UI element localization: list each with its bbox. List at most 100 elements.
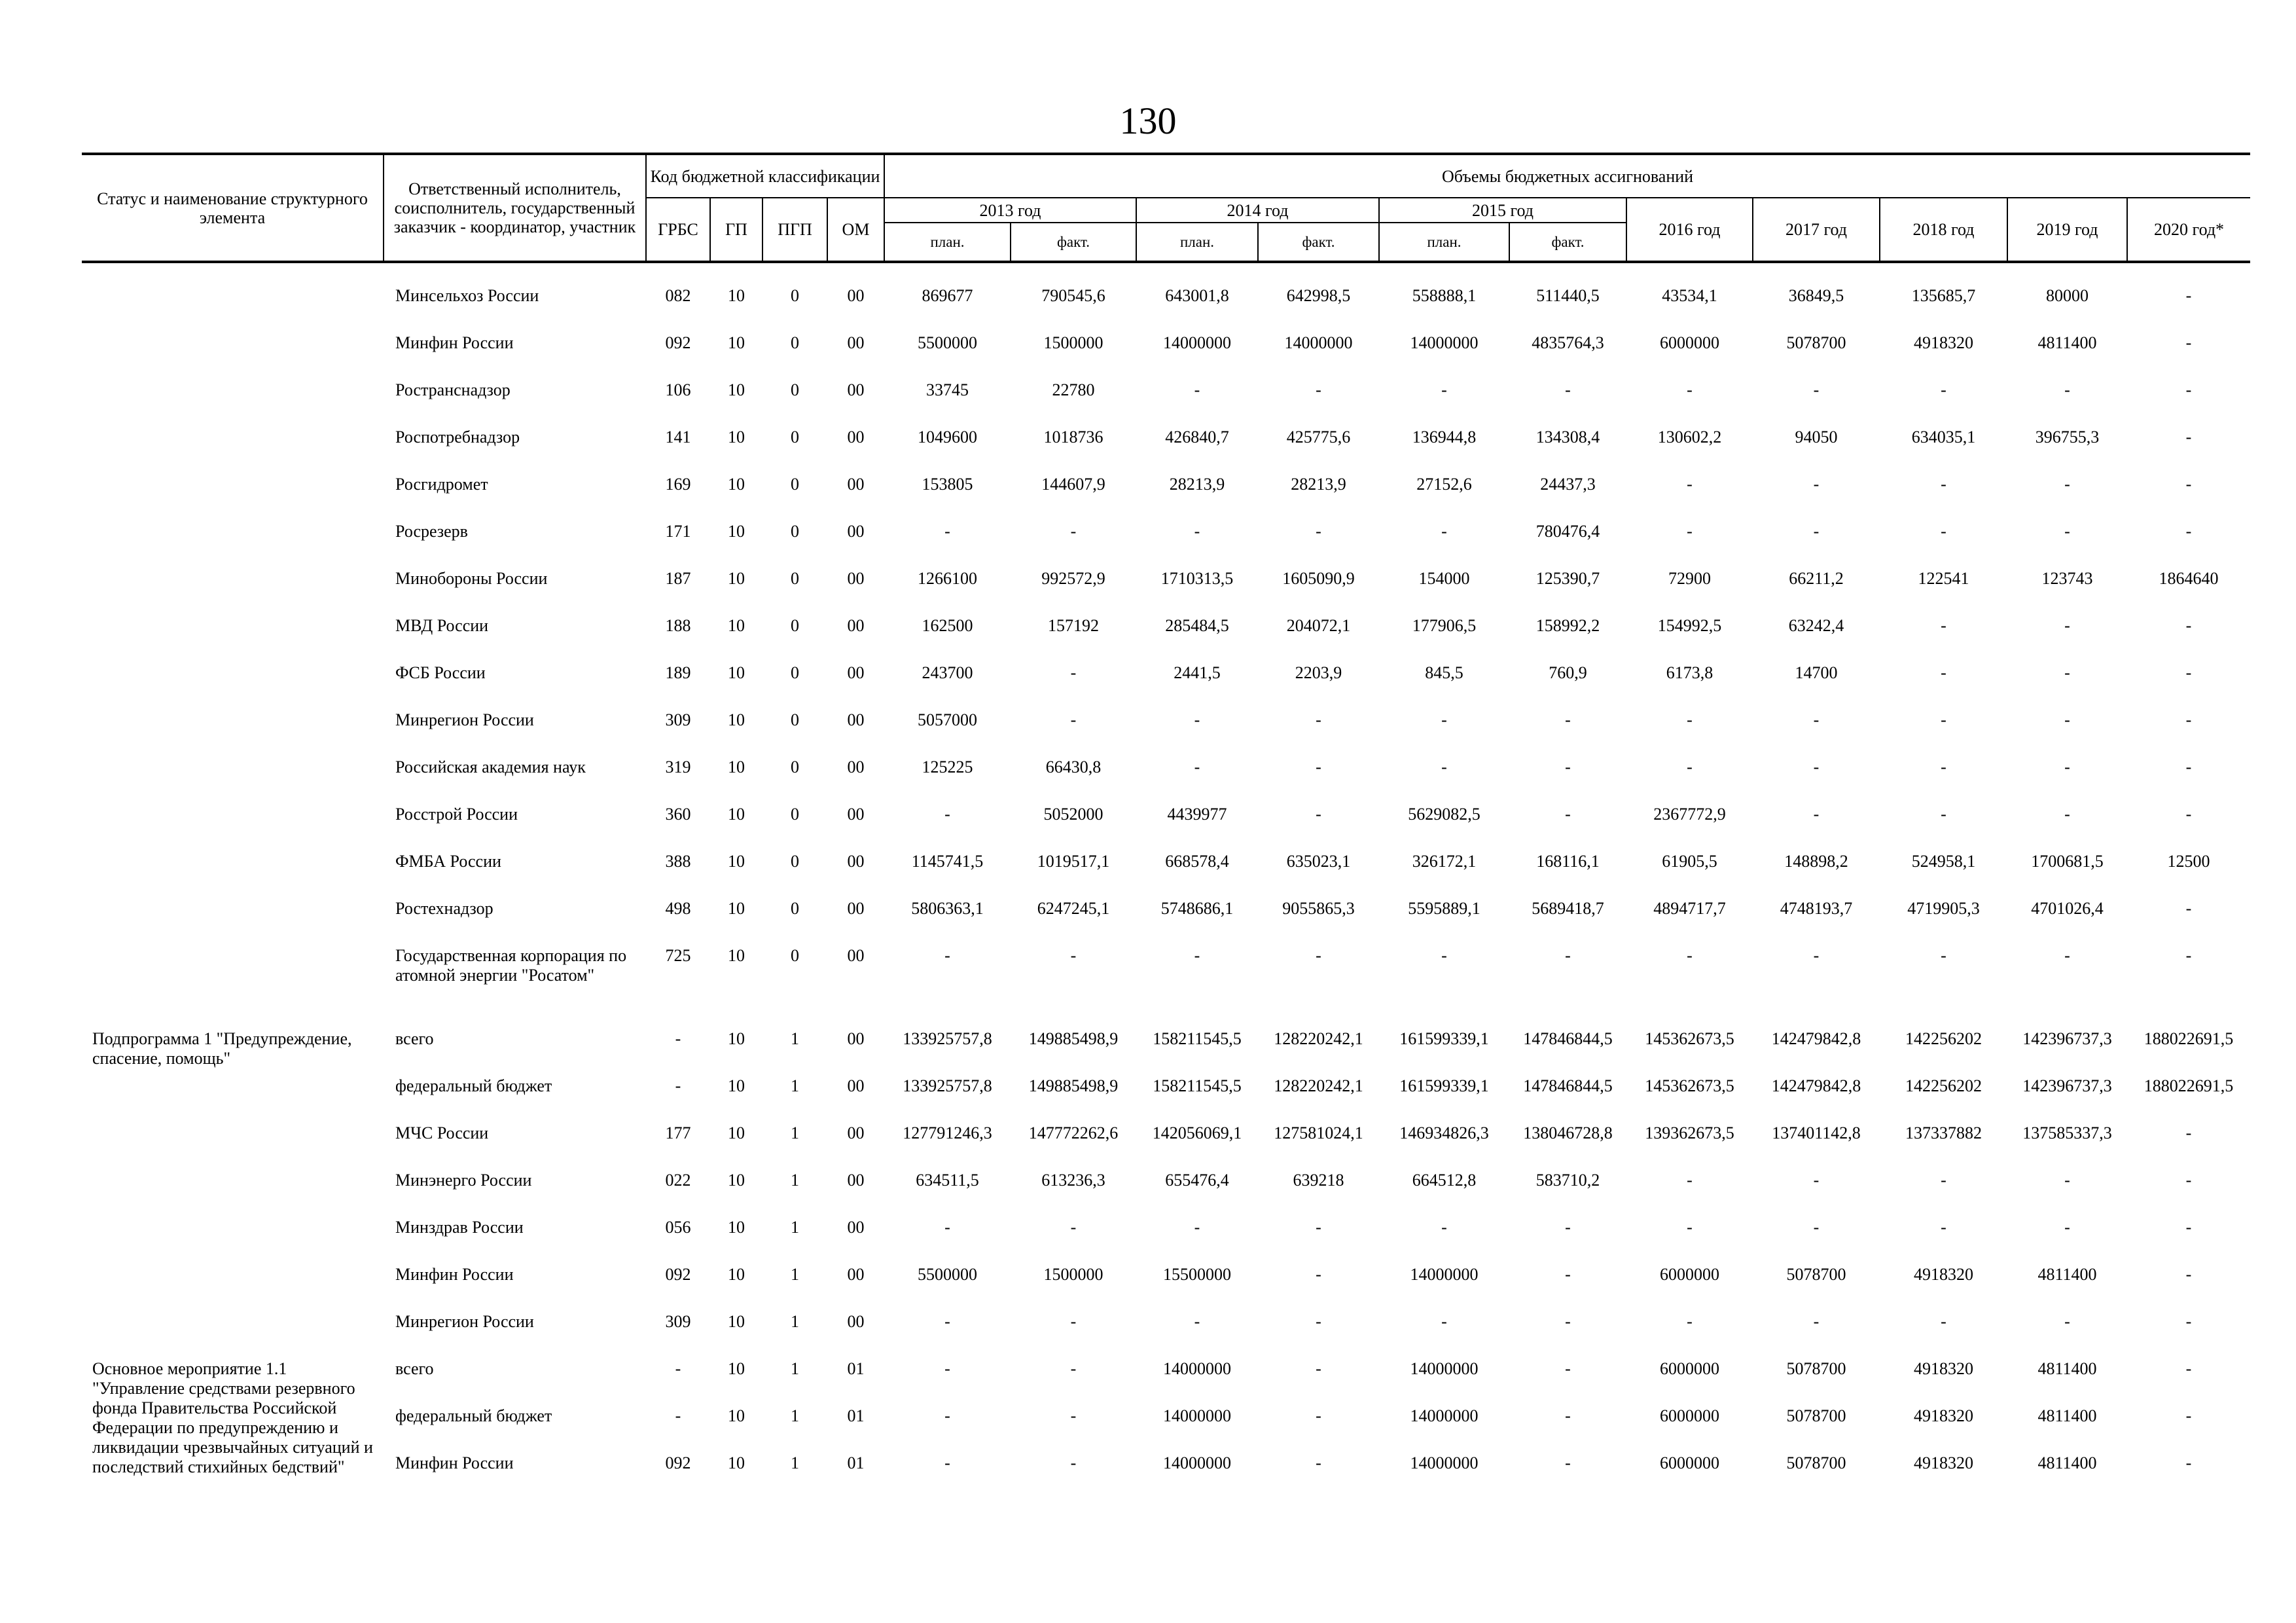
- code-pgp: 1: [791, 1218, 799, 1237]
- status-cell: [82, 277, 384, 1020]
- code-om: 00: [847, 1076, 865, 1095]
- amount-cell: -: [1813, 1171, 1820, 1190]
- amount-cell: 4811400: [2037, 1453, 2097, 1472]
- code-grbs: -: [675, 1076, 681, 1095]
- amount-cell: 635023,1: [1286, 852, 1351, 871]
- amount-cell: 668578,4: [1165, 852, 1229, 871]
- amount-cell: 5078700: [1786, 1265, 1846, 1284]
- code-gp: 10: [728, 428, 745, 447]
- amount-cell: 22780: [1052, 380, 1095, 399]
- amount-cell: 204072,1: [1286, 616, 1351, 635]
- header-fact: факт.: [1257, 222, 1380, 263]
- amount-cell: 148898,2: [1784, 852, 1848, 871]
- header-year-2020: 2020 год*: [2126, 197, 2251, 263]
- code-om: 00: [847, 380, 865, 399]
- code-gp: 10: [728, 1406, 745, 1425]
- executor-cell: Минфин России: [395, 1453, 514, 1472]
- header-code-grbs: ГРБС: [645, 197, 711, 263]
- amount-cell: 128220242,1: [1274, 1076, 1363, 1095]
- amount-cell: -: [1813, 1218, 1820, 1237]
- amount-cell: 5689418,7: [1532, 899, 1604, 918]
- table-row: Подпрограмма 1 "Предупреждение, спасение…: [82, 1020, 2250, 1068]
- amount-cell: -: [1687, 522, 1693, 541]
- page-number: 130: [1119, 100, 1177, 142]
- code-pgp: 0: [791, 475, 799, 494]
- amount-cell: -: [1194, 1218, 1200, 1237]
- amount-cell: -: [1941, 805, 1946, 824]
- amount-cell: -: [1813, 522, 1820, 541]
- amount-cell: 4835764,3: [1532, 333, 1604, 352]
- code-grbs: 092: [665, 333, 691, 352]
- amount-cell: -: [1565, 1265, 1571, 1284]
- amount-cell: -: [1941, 757, 1946, 776]
- amount-cell: -: [1565, 757, 1571, 776]
- amount-cell: -: [1565, 1406, 1571, 1425]
- code-pgp: 0: [791, 286, 799, 305]
- structural-element-name: Основное мероприятие 1.1 "Управление сре…: [92, 1359, 373, 1476]
- table-row: Росгидромет 169 10 0 00 153805 144607,9 28213,9…: [82, 465, 2250, 513]
- code-gp: 10: [728, 569, 745, 588]
- amount-cell: 4918320: [1914, 1453, 1973, 1472]
- code-om: 00: [847, 428, 865, 447]
- code-gp: 10: [728, 286, 745, 305]
- executor-cell: МВД России: [395, 616, 489, 635]
- amount-cell: -: [1070, 1312, 1077, 1331]
- amount-cell: -: [2185, 1265, 2192, 1284]
- amount-cell: 142056069,1: [1152, 1123, 1242, 1142]
- amount-cell: 142396737,3: [2022, 1029, 2112, 1048]
- code-grbs: 309: [665, 710, 691, 729]
- amount-cell: -: [944, 946, 950, 965]
- amount-cell: -: [1941, 616, 1946, 635]
- amount-cell: -: [1070, 710, 1077, 729]
- table-row: Государственная корпорация по атомной эн…: [82, 937, 2250, 1020]
- amount-cell: -: [1565, 380, 1571, 399]
- amount-cell: -: [2185, 805, 2192, 824]
- code-om: 00: [847, 663, 865, 682]
- amount-cell: 326172,1: [1412, 852, 1477, 871]
- code-grbs: -: [675, 1406, 681, 1425]
- amount-cell: -: [2185, 1171, 2192, 1190]
- amount-cell: -: [944, 1359, 950, 1378]
- amount-cell: -: [1316, 1218, 1321, 1237]
- amount-cell: -: [2185, 1453, 2192, 1472]
- amount-cell: 145362673,5: [1645, 1076, 1734, 1095]
- code-grbs: 022: [665, 1171, 691, 1190]
- amount-cell: 4748193,7: [1780, 899, 1853, 918]
- code-grbs: 106: [665, 380, 691, 399]
- amount-cell: 396755,3: [2035, 428, 2100, 447]
- amount-cell: 27152,6: [1416, 475, 1472, 494]
- amount-cell: 634511,5: [916, 1171, 979, 1190]
- amount-cell: 1049600: [918, 428, 977, 447]
- code-pgp: 0: [791, 663, 799, 682]
- amount-cell: -: [1194, 380, 1200, 399]
- table-row: Минрегион России 309 10 0 00 5057000- - - - - - - - -…: [82, 701, 2250, 748]
- code-gp: 10: [728, 475, 745, 494]
- executor-cell: федеральный бюджет: [395, 1076, 552, 1095]
- amount-cell: -: [1941, 380, 1946, 399]
- amount-cell: 14000000: [1284, 333, 1353, 352]
- amount-cell: 1500000: [1043, 1265, 1103, 1284]
- executor-cell: Минфин России: [395, 333, 514, 352]
- amount-cell: 1605090,9: [1282, 569, 1355, 588]
- amount-cell: 642998,5: [1286, 286, 1351, 305]
- amount-cell: -: [1316, 1406, 1321, 1425]
- code-gp: 10: [728, 1312, 745, 1331]
- amount-cell: -: [1813, 380, 1820, 399]
- amount-cell: 655476,4: [1165, 1171, 1229, 1190]
- code-pgp: 0: [791, 616, 799, 635]
- amount-cell: 61905,5: [1662, 852, 1717, 871]
- amount-cell: 14000000: [1410, 1406, 1479, 1425]
- amount-cell: 992572,9: [1041, 569, 1105, 588]
- amount-cell: 5629082,5: [1408, 805, 1480, 824]
- amount-cell: -: [1687, 946, 1693, 965]
- table-row: Российская академия наук 319 10 0 00 125225 66…: [82, 748, 2250, 795]
- amount-cell: -: [1941, 663, 1946, 682]
- amount-cell: -: [2185, 1359, 2192, 1378]
- status-cell: Подпрограмма 1 "Предупреждение, спасение…: [82, 1020, 384, 1350]
- header-year-2017: 2017 год: [1752, 197, 1880, 263]
- code-pgp: 1: [791, 1029, 799, 1048]
- amount-cell: 66430,8: [1045, 757, 1102, 776]
- amount-cell: 4811400: [2037, 333, 2097, 352]
- amount-cell: -: [2185, 1123, 2192, 1142]
- amount-cell: 1710313,5: [1160, 569, 1234, 588]
